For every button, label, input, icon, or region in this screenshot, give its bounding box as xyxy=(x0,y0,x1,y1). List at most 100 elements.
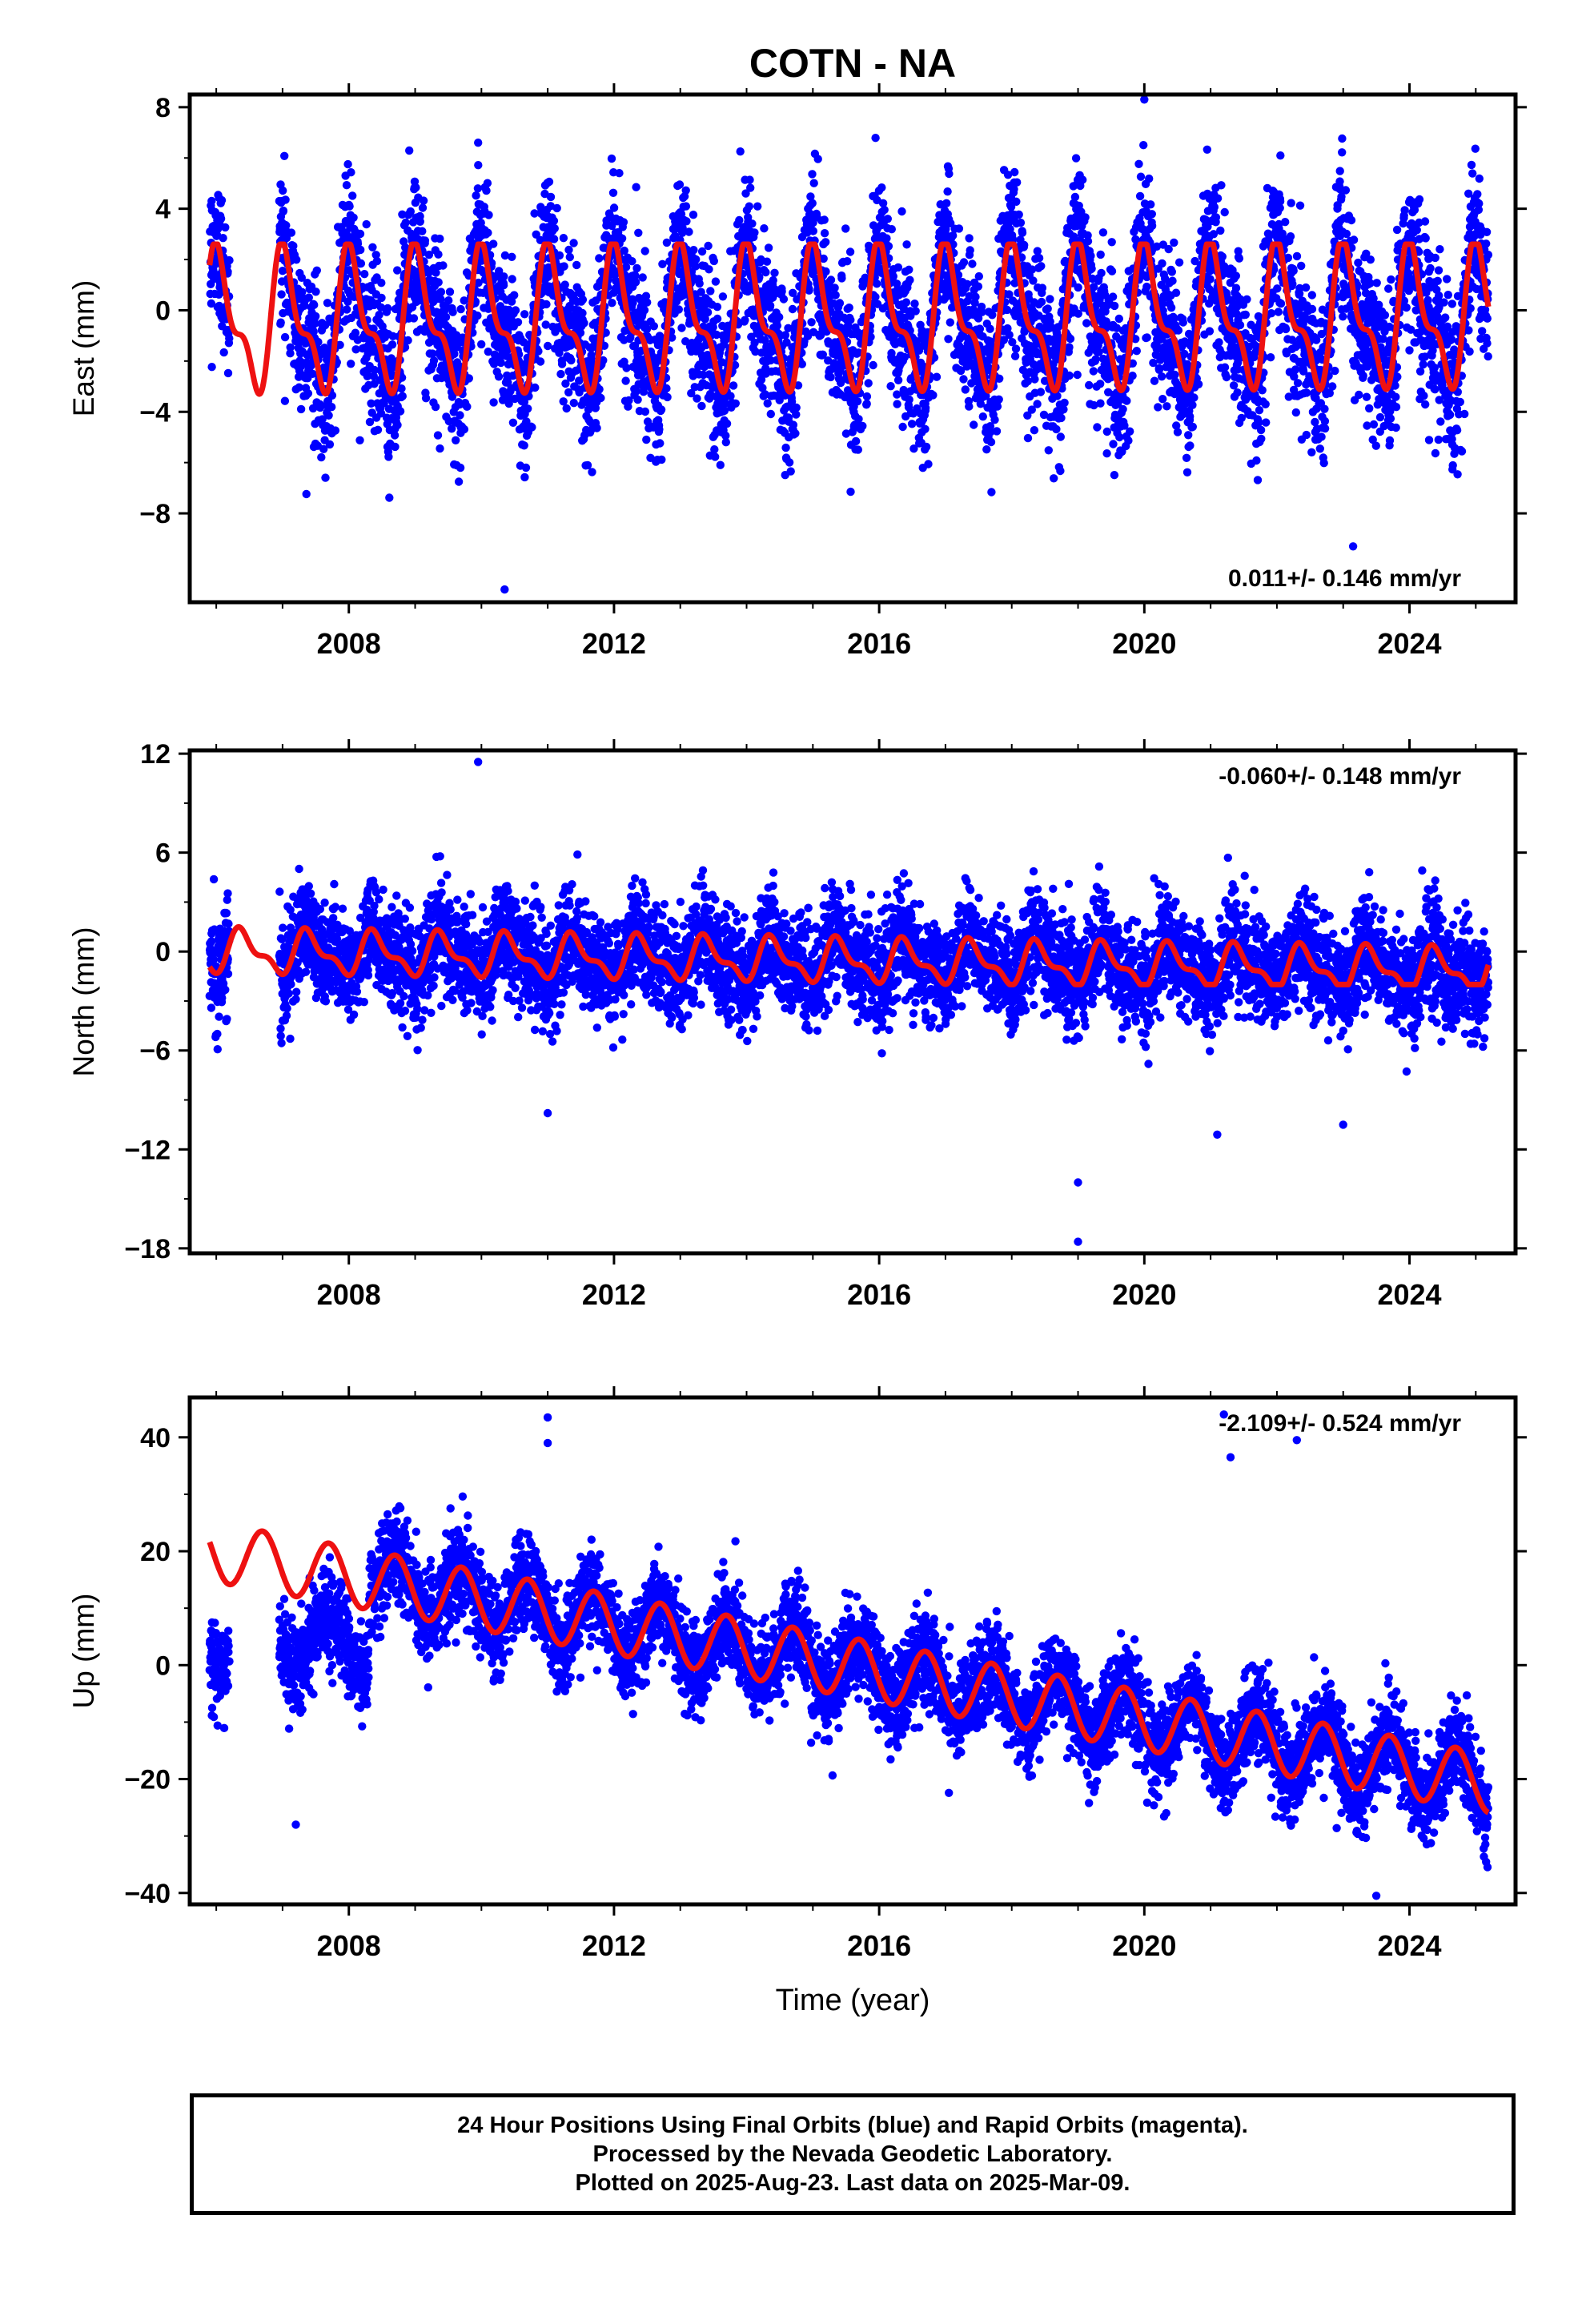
east-obs-point xyxy=(1286,232,1295,241)
east-obs-point xyxy=(753,202,762,211)
east-obs-point xyxy=(608,299,616,308)
east-obs-point xyxy=(373,425,383,434)
east-obs-point xyxy=(1220,207,1229,217)
east-obs-point xyxy=(363,372,371,380)
east-obs-point xyxy=(716,460,725,469)
east-obs-point xyxy=(428,349,437,358)
east-obs-point xyxy=(656,405,666,414)
east-obs-point xyxy=(225,255,234,265)
east-obs-point xyxy=(871,292,880,301)
east-obs-point xyxy=(1109,440,1118,448)
east-obs-point xyxy=(433,431,443,440)
east-obs-point xyxy=(846,316,855,324)
east-obs-point xyxy=(907,420,917,428)
east-obs-point xyxy=(416,217,424,226)
east-obs-point xyxy=(775,312,784,322)
east-obs-point xyxy=(1178,318,1188,327)
east-obs-point xyxy=(304,293,313,302)
east-obs-point xyxy=(544,177,554,187)
east-obs-point xyxy=(565,252,574,262)
east-obs-point xyxy=(748,219,757,228)
east-obs-point xyxy=(1046,295,1054,304)
east-obs-point xyxy=(1037,262,1046,271)
east-obs-point xyxy=(791,429,800,438)
east-obs-point xyxy=(1276,299,1286,308)
east-obs-point xyxy=(473,312,482,320)
east-obs-point xyxy=(642,325,652,334)
east-obs-point xyxy=(500,251,510,260)
east-obs-point xyxy=(663,392,672,402)
east-obs-point xyxy=(555,251,564,260)
east-obs-point xyxy=(369,372,378,380)
east-obs-point xyxy=(704,241,713,251)
east-obs-point xyxy=(745,175,754,184)
east-obs-point xyxy=(287,228,296,237)
east-obs-point xyxy=(882,234,891,243)
east-obs-point xyxy=(557,360,567,368)
east-obs-point xyxy=(367,399,375,408)
east-obs-point xyxy=(1132,347,1142,356)
east-obs-point xyxy=(841,224,850,233)
east-obs-point xyxy=(893,376,903,384)
east-obs-point xyxy=(886,382,895,391)
east-obs-point xyxy=(1114,314,1124,324)
east-obs-point xyxy=(343,305,351,314)
east-obs-point xyxy=(1098,228,1108,237)
east-obs-point xyxy=(1096,380,1105,388)
east-obs-point xyxy=(1073,370,1082,380)
east-obs-point xyxy=(524,404,532,413)
east-obs-point xyxy=(370,365,379,375)
east-obs-point xyxy=(729,381,738,390)
east-obs-point xyxy=(560,262,568,271)
east-obs-point xyxy=(507,297,516,306)
east-obs-point xyxy=(608,188,618,197)
east-obs-point xyxy=(897,207,906,216)
east-obs-point xyxy=(456,304,465,314)
east-obs-point xyxy=(709,256,718,266)
east-obs-point xyxy=(1145,174,1154,183)
east-obs-point xyxy=(871,134,880,143)
east-obs-point xyxy=(942,199,951,207)
east-obs-point xyxy=(448,308,457,316)
east-obs-point xyxy=(308,404,318,413)
east-obs-point xyxy=(1154,403,1162,412)
east-obs-point xyxy=(444,296,453,305)
east-obs-point xyxy=(1010,352,1020,360)
east-obs-point xyxy=(1029,276,1038,285)
east-obs-point xyxy=(1142,282,1151,292)
east-obs-point xyxy=(883,215,893,223)
east-obs-point xyxy=(511,306,520,315)
east-obs-point xyxy=(831,291,840,300)
east-obs-point xyxy=(681,202,691,211)
east-obs-point xyxy=(448,424,456,433)
east-obs-point xyxy=(508,252,516,261)
east-obs-point xyxy=(770,268,779,277)
east-obs-point xyxy=(761,267,770,277)
east-obs-point xyxy=(429,356,439,365)
east-obs-point xyxy=(656,439,665,448)
east-obs-point xyxy=(843,257,852,266)
east-obs-point xyxy=(349,213,358,222)
east-obs-point xyxy=(1255,406,1264,415)
east-obs-point xyxy=(401,218,410,227)
east-obs-point xyxy=(1215,338,1223,347)
east-obs-point xyxy=(760,224,769,233)
east-obs-point xyxy=(788,304,797,314)
east-obs-point xyxy=(944,335,953,344)
east-obs-point xyxy=(398,210,407,219)
east-obs-point xyxy=(746,183,755,192)
east-obs-point xyxy=(398,392,407,400)
east-obs-point xyxy=(484,348,492,356)
east-obs-point xyxy=(713,303,722,312)
east-obs-point xyxy=(1052,424,1061,434)
east-obs-point xyxy=(474,161,483,170)
east-obs-point xyxy=(473,184,483,193)
east-obs-point xyxy=(279,206,288,215)
east-obs-point xyxy=(549,216,559,225)
east-obs-point xyxy=(1044,446,1054,455)
east-obs-point xyxy=(1005,331,1014,340)
east-obs-point xyxy=(483,179,492,187)
east-obs-point xyxy=(905,265,913,274)
east-obs-point xyxy=(921,442,931,452)
